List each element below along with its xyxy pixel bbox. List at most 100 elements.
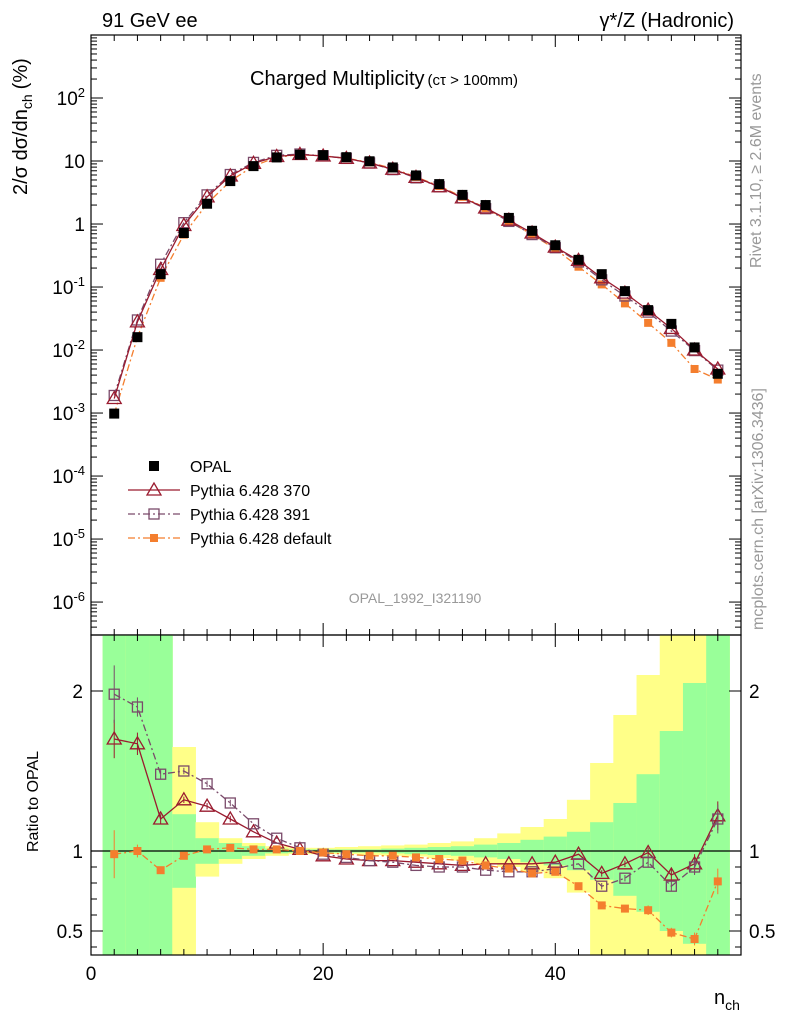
ratio-data-point xyxy=(688,861,701,873)
y-tick-exponent: -6 xyxy=(73,589,85,604)
y-tick-label: 1 xyxy=(74,215,85,236)
header-left-label: 91 GeV ee xyxy=(102,10,198,32)
inner-band-bin xyxy=(613,803,638,896)
main-data-point xyxy=(271,152,282,163)
main-data-point xyxy=(550,240,561,251)
y-tick-label: 10-3 xyxy=(52,400,85,425)
ratio-series-line xyxy=(114,738,719,876)
ratio-data-point xyxy=(665,880,678,892)
ratio-y-tick-label-left: 1 xyxy=(72,842,83,863)
ratio-data-point xyxy=(642,856,654,868)
ratio-data-point xyxy=(154,768,167,780)
ratio-data-point xyxy=(342,850,351,859)
main-series-group xyxy=(106,146,726,419)
y-tick-label: 10-4 xyxy=(52,463,85,488)
ratio-data-point xyxy=(226,843,235,852)
main-data-point xyxy=(155,269,166,280)
ratio-panel: 0 20 40 0.5 0.5 1 1 2 2 xyxy=(57,634,775,985)
ratio-data-point xyxy=(247,818,260,830)
ratio-data-point xyxy=(596,880,608,892)
y-tick-exponent: -2 xyxy=(73,337,85,352)
main-data-point xyxy=(109,408,120,419)
chart-title-sub: (cτ > 100mm) xyxy=(428,72,519,89)
ratio-data-point xyxy=(152,810,169,825)
ratio-data-point xyxy=(106,730,123,745)
ratio-data-point xyxy=(504,864,513,873)
main-data-point xyxy=(225,176,236,187)
y-tick-label: 10-5 xyxy=(52,526,85,551)
main-data-point xyxy=(387,162,398,173)
x-label-sub: ch xyxy=(725,997,740,1013)
ratio-data-point xyxy=(412,853,420,862)
x-axis-label: nch xyxy=(714,987,740,1013)
ratio-data-point xyxy=(201,778,213,790)
chart-title-main: Charged Multiplicity xyxy=(250,68,425,90)
inner-band-bin xyxy=(149,635,173,955)
ratio-data-point xyxy=(547,853,564,868)
ratio-data-point xyxy=(131,701,144,713)
y-label-sub: ch xyxy=(19,94,35,109)
inner-band-bin xyxy=(659,731,684,931)
ratio-data-point xyxy=(458,856,467,865)
header-right-label: γ*/Z (Hadronic) xyxy=(600,10,734,32)
main-data-point xyxy=(106,390,123,405)
ratio-data-point xyxy=(295,847,304,855)
y-tick-base: 10 xyxy=(52,530,73,551)
y-tick-exponent: -3 xyxy=(73,400,85,415)
y-tick-label: 10 xyxy=(64,152,85,173)
ratio-data-point xyxy=(690,935,699,943)
x-label-main: n xyxy=(714,987,725,1009)
ratio-data-point xyxy=(272,845,281,854)
y-label-unit: (%) xyxy=(10,58,32,89)
x-tick-label: 0 xyxy=(86,964,97,985)
ratio-y-tick-label-left: 2 xyxy=(72,682,83,703)
legend-entry-label: Pythia 6.428 391 xyxy=(190,507,310,524)
main-data-point xyxy=(620,299,629,308)
ratio-data-point xyxy=(597,901,606,910)
main-data-point xyxy=(643,305,654,316)
ratio-data-point xyxy=(667,928,676,937)
main-series-line xyxy=(113,154,719,415)
main-data-point xyxy=(341,152,352,163)
legend: OPAL Pythia 6.428 370 Pythia 6.428 391 Pyth… xyxy=(128,459,332,548)
ratio-data-point xyxy=(616,855,634,870)
ratio-y-tick-label-right: 1 xyxy=(749,842,760,863)
main-data-point xyxy=(294,149,305,160)
ratio-data-point xyxy=(620,904,629,913)
inner-band-bin xyxy=(706,635,730,955)
legend-entry-label: Pythia 6.428 370 xyxy=(190,483,310,500)
ratio-data-point xyxy=(224,797,236,809)
ratio-data-point xyxy=(175,791,192,806)
ratio-data-point xyxy=(156,866,165,875)
ratio-data-point xyxy=(365,851,374,860)
ratio-data-point xyxy=(178,765,190,777)
y-label-main: 2/σ dσ/dn xyxy=(10,109,32,195)
ratio-data-point xyxy=(203,845,212,854)
ratio-y-axis-label: Ratio to OPAL xyxy=(25,751,42,852)
legend-entry-label: Pythia 6.428 default xyxy=(190,531,332,548)
x-tick-label: 40 xyxy=(545,964,566,985)
ratio-data-point xyxy=(663,866,680,881)
y-tick-base: 10 xyxy=(52,341,73,362)
main-data-point xyxy=(527,225,538,236)
ratio-data-point xyxy=(179,851,188,860)
mcplots-label: mcplots.cern.ch [arXiv:1306.3436] xyxy=(750,388,767,630)
ratio-data-point xyxy=(574,882,583,891)
main-y-axis-label: 2/σ dσ/dnch (%) xyxy=(10,58,35,195)
y-tick-label: 102 xyxy=(57,85,85,110)
main-data-point xyxy=(480,200,491,211)
main-data-point xyxy=(667,338,676,347)
ratio-data-point xyxy=(572,858,585,870)
y-tick-base: 10 xyxy=(52,278,73,299)
main-data-point xyxy=(573,254,584,265)
main-data-point xyxy=(318,150,329,161)
inner-band-bin xyxy=(102,635,127,955)
legend-entry-label: OPAL xyxy=(190,459,232,476)
y-tick-base: 10 xyxy=(57,89,78,110)
ratio-data-point xyxy=(319,848,328,857)
main-data-point xyxy=(619,286,630,297)
ratio-data-point xyxy=(133,847,142,855)
main-series-line xyxy=(113,153,719,399)
main-data-point xyxy=(712,368,723,379)
main-data-point xyxy=(129,313,146,328)
